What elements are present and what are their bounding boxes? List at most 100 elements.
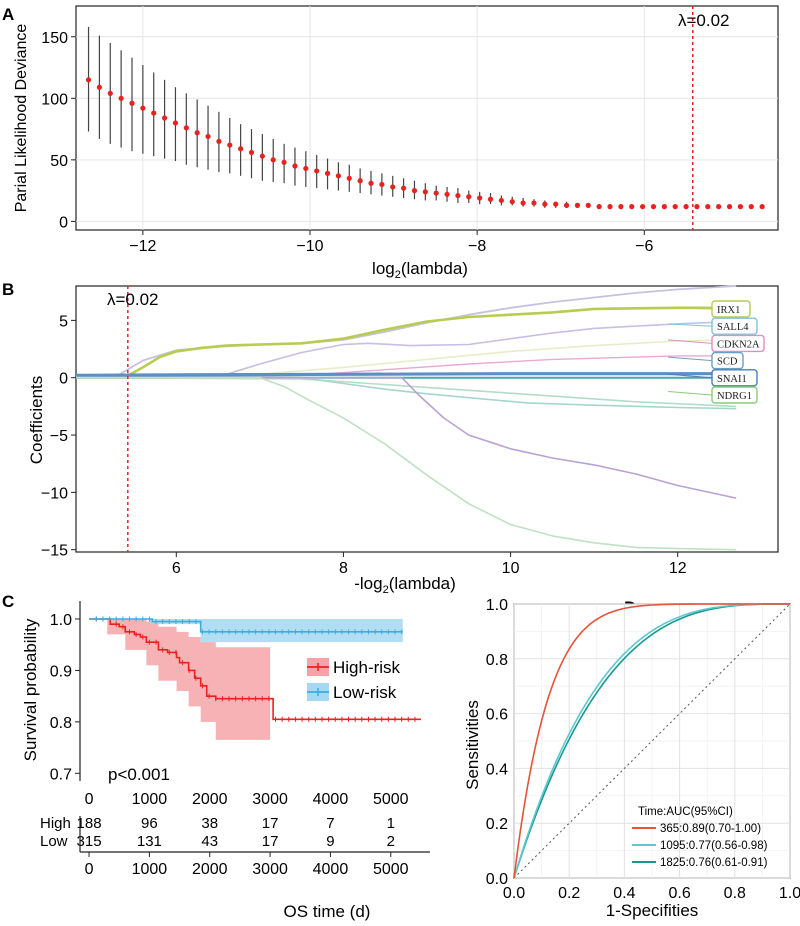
panel-b: 6 8 10 12 −15 −10 −5 0 5 IRX1 SALL4 CDKN2A SCD SNAI1… bbox=[27, 285, 779, 596]
risk-tick-label: 3000 bbox=[252, 861, 288, 878]
tick-label-x-c: 5000 bbox=[373, 791, 409, 808]
deviance-point bbox=[466, 194, 472, 200]
tick-label-x-c: 0 bbox=[85, 791, 94, 808]
deviance-point bbox=[531, 200, 537, 206]
roc-curve bbox=[513, 603, 790, 879]
panel-label-b: B bbox=[2, 280, 14, 299]
tick-label-y-a: 150 bbox=[41, 30, 68, 47]
deviance-point bbox=[205, 133, 211, 140]
deviance-point bbox=[194, 130, 200, 136]
gene-label-box bbox=[711, 300, 751, 318]
risk-row-label: Low bbox=[40, 833, 68, 850]
roc-legend-title: Time:AUC(95%CI) bbox=[638, 806, 733, 818]
deviance-point bbox=[726, 204, 733, 210]
deviance-point bbox=[292, 163, 298, 169]
tick-label-y-d: 0.0 bbox=[486, 871, 508, 888]
tick-label-y-d: 0.4 bbox=[486, 761, 508, 778]
gene-label-scd: SCD bbox=[717, 357, 738, 368]
tick-label-x-d: 0.0 bbox=[503, 885, 525, 902]
tick-label-x-d: 0.2 bbox=[558, 885, 580, 902]
risk-count: 43 bbox=[201, 833, 218, 850]
risk-tick-label: 4000 bbox=[313, 861, 349, 878]
deviance-point bbox=[444, 191, 450, 197]
tick-label-x-d: 0.6 bbox=[668, 885, 690, 902]
panel-label-a: A bbox=[2, 5, 14, 24]
coef-path-irx1 bbox=[76, 306, 737, 378]
deviance-point bbox=[335, 173, 342, 179]
gene-label-irx1: IRX1 bbox=[717, 305, 740, 316]
deviance-point bbox=[270, 157, 276, 163]
deviance-point bbox=[650, 204, 657, 210]
deviance-point bbox=[716, 204, 722, 210]
deviance-point bbox=[694, 204, 700, 210]
deviance-point bbox=[379, 181, 385, 188]
deviance-point bbox=[259, 153, 265, 159]
deviance-point bbox=[151, 110, 157, 116]
risk-count: 96 bbox=[141, 815, 158, 832]
gene-label-box bbox=[711, 334, 765, 353]
coef-path-s2 bbox=[76, 376, 737, 410]
label-connector bbox=[667, 356, 713, 362]
y-axis-label-d: Sensitivities bbox=[463, 700, 482, 790]
tick-label-x-c: 2000 bbox=[192, 791, 228, 808]
deviance-point bbox=[455, 192, 461, 199]
roc-legend-label: 365:0.89(0.70-1.00) bbox=[660, 823, 761, 835]
tick-label-y-c: 0.9 bbox=[50, 663, 72, 680]
deviance-point bbox=[248, 149, 255, 156]
deviance-point bbox=[85, 77, 92, 83]
risk-count: 17 bbox=[262, 815, 279, 832]
deviance-point bbox=[737, 204, 743, 210]
panel-a: −12 −10 −8 −6 0 50 100 150 λ=0.02 Parial Likeli… bbox=[13, 5, 779, 281]
tick-label-x-c: 4000 bbox=[313, 791, 349, 808]
tick-label-x-d: 0.8 bbox=[724, 885, 746, 902]
coef-path-snai1 bbox=[75, 372, 737, 377]
tick-label-y-c: 0.8 bbox=[50, 715, 72, 732]
deviance-point bbox=[183, 125, 189, 131]
tick-label-y-b: 5 bbox=[59, 313, 68, 330]
deviance-point bbox=[216, 138, 222, 144]
tick-label-y-b: 0 bbox=[59, 371, 68, 388]
gene-label-cdkn2a: CDKN2A bbox=[717, 339, 760, 350]
deviance-point bbox=[107, 90, 113, 96]
tick-label-x-a: −8 bbox=[468, 238, 486, 255]
coef-path-s3 bbox=[76, 376, 737, 499]
deviance-point bbox=[542, 201, 548, 207]
coef-path-s1 bbox=[75, 285, 737, 378]
gene-label-box bbox=[711, 386, 758, 404]
deviance-point bbox=[411, 188, 418, 194]
deviance-point bbox=[498, 197, 504, 204]
deviance-point bbox=[390, 184, 396, 190]
tick-label-x-a: −10 bbox=[296, 238, 323, 255]
tick-label-y-d: 0.8 bbox=[486, 652, 508, 669]
tick-label-x-b: 8 bbox=[339, 560, 348, 577]
deviance-point bbox=[281, 159, 287, 165]
panel-b-frame bbox=[75, 285, 779, 553]
deviance-point bbox=[161, 115, 168, 121]
deviance-point bbox=[661, 204, 667, 210]
ci-band-high bbox=[89, 619, 271, 740]
label-connector bbox=[667, 307, 713, 310]
deviance-point bbox=[477, 195, 483, 201]
lambda-annotation-a: λ=0.02 bbox=[678, 11, 730, 30]
coef-path-ndrg1 bbox=[75, 376, 737, 408]
deviance-point bbox=[683, 204, 689, 210]
deviance-point bbox=[129, 100, 135, 106]
deviance-point bbox=[607, 204, 613, 210]
gene-label-box bbox=[711, 369, 758, 387]
deviance-point bbox=[433, 190, 439, 196]
deviance-point bbox=[672, 204, 678, 210]
deviance-point bbox=[314, 168, 320, 174]
y-axis-label-a: Parial Likelihood Deviance bbox=[13, 24, 30, 213]
deviance-point bbox=[640, 204, 646, 210]
deviance-point bbox=[172, 120, 179, 126]
km-curve-high-risk bbox=[89, 618, 421, 721]
deviance-point bbox=[585, 202, 591, 208]
risk-count: 1 bbox=[387, 815, 395, 832]
tick-label-y-c: 1.0 bbox=[50, 612, 72, 629]
deviance-point bbox=[563, 202, 570, 208]
deviance-point bbox=[748, 204, 754, 210]
deviance-point bbox=[140, 105, 146, 111]
risk-count: 2 bbox=[387, 833, 395, 850]
deviance-point bbox=[759, 204, 765, 210]
